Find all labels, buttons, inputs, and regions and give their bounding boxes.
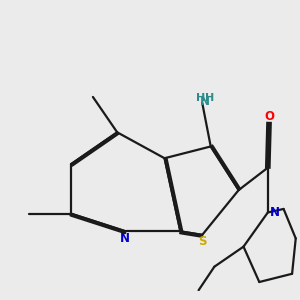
Text: H: H [196,93,205,103]
Text: N: N [200,95,209,108]
Text: N: N [270,206,280,219]
Text: N: N [120,232,130,245]
Text: O: O [265,110,275,123]
Text: H: H [206,93,215,103]
Text: S: S [199,235,207,248]
